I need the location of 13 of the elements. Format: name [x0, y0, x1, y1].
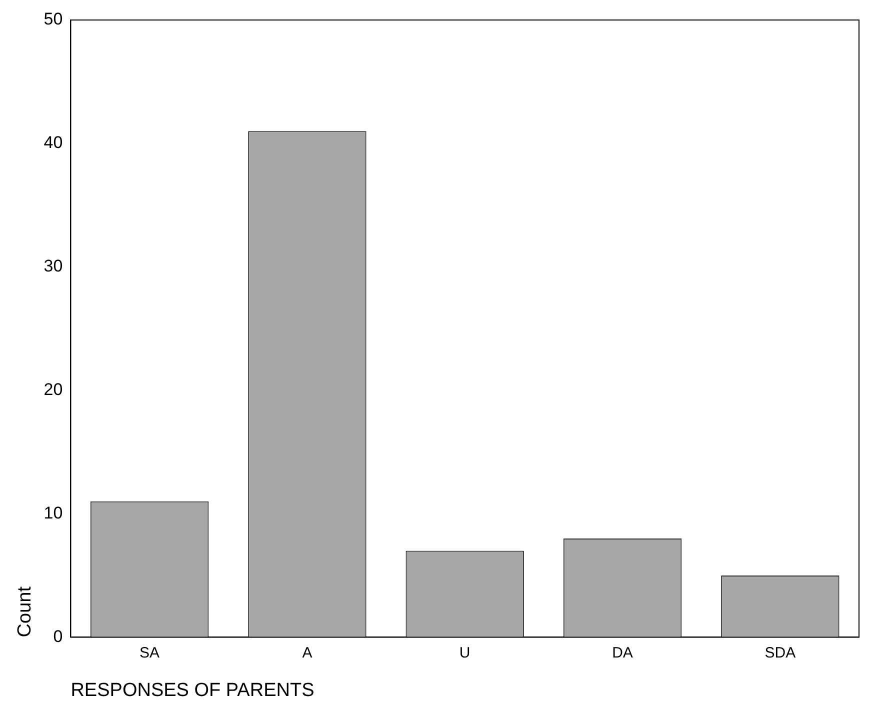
x-tick-label: U — [459, 644, 470, 662]
x-tick-label: DA — [612, 644, 633, 662]
y-tick-label: 0 — [53, 626, 63, 646]
y-tick-label: 40 — [44, 133, 63, 152]
y-tick-label: 30 — [44, 256, 63, 276]
y-axis-title: Count — [14, 586, 36, 638]
x-tick-label: SA — [140, 644, 160, 662]
y-tick-label: 50 — [44, 10, 63, 29]
y-tick-label: 10 — [44, 503, 63, 522]
y-tick-label: 20 — [44, 380, 63, 400]
x-tick-label: SDA — [764, 644, 796, 662]
x-axis-title: RESPONSES OF PARENTS — [70, 680, 314, 701]
x-tick-label: A — [302, 644, 312, 662]
